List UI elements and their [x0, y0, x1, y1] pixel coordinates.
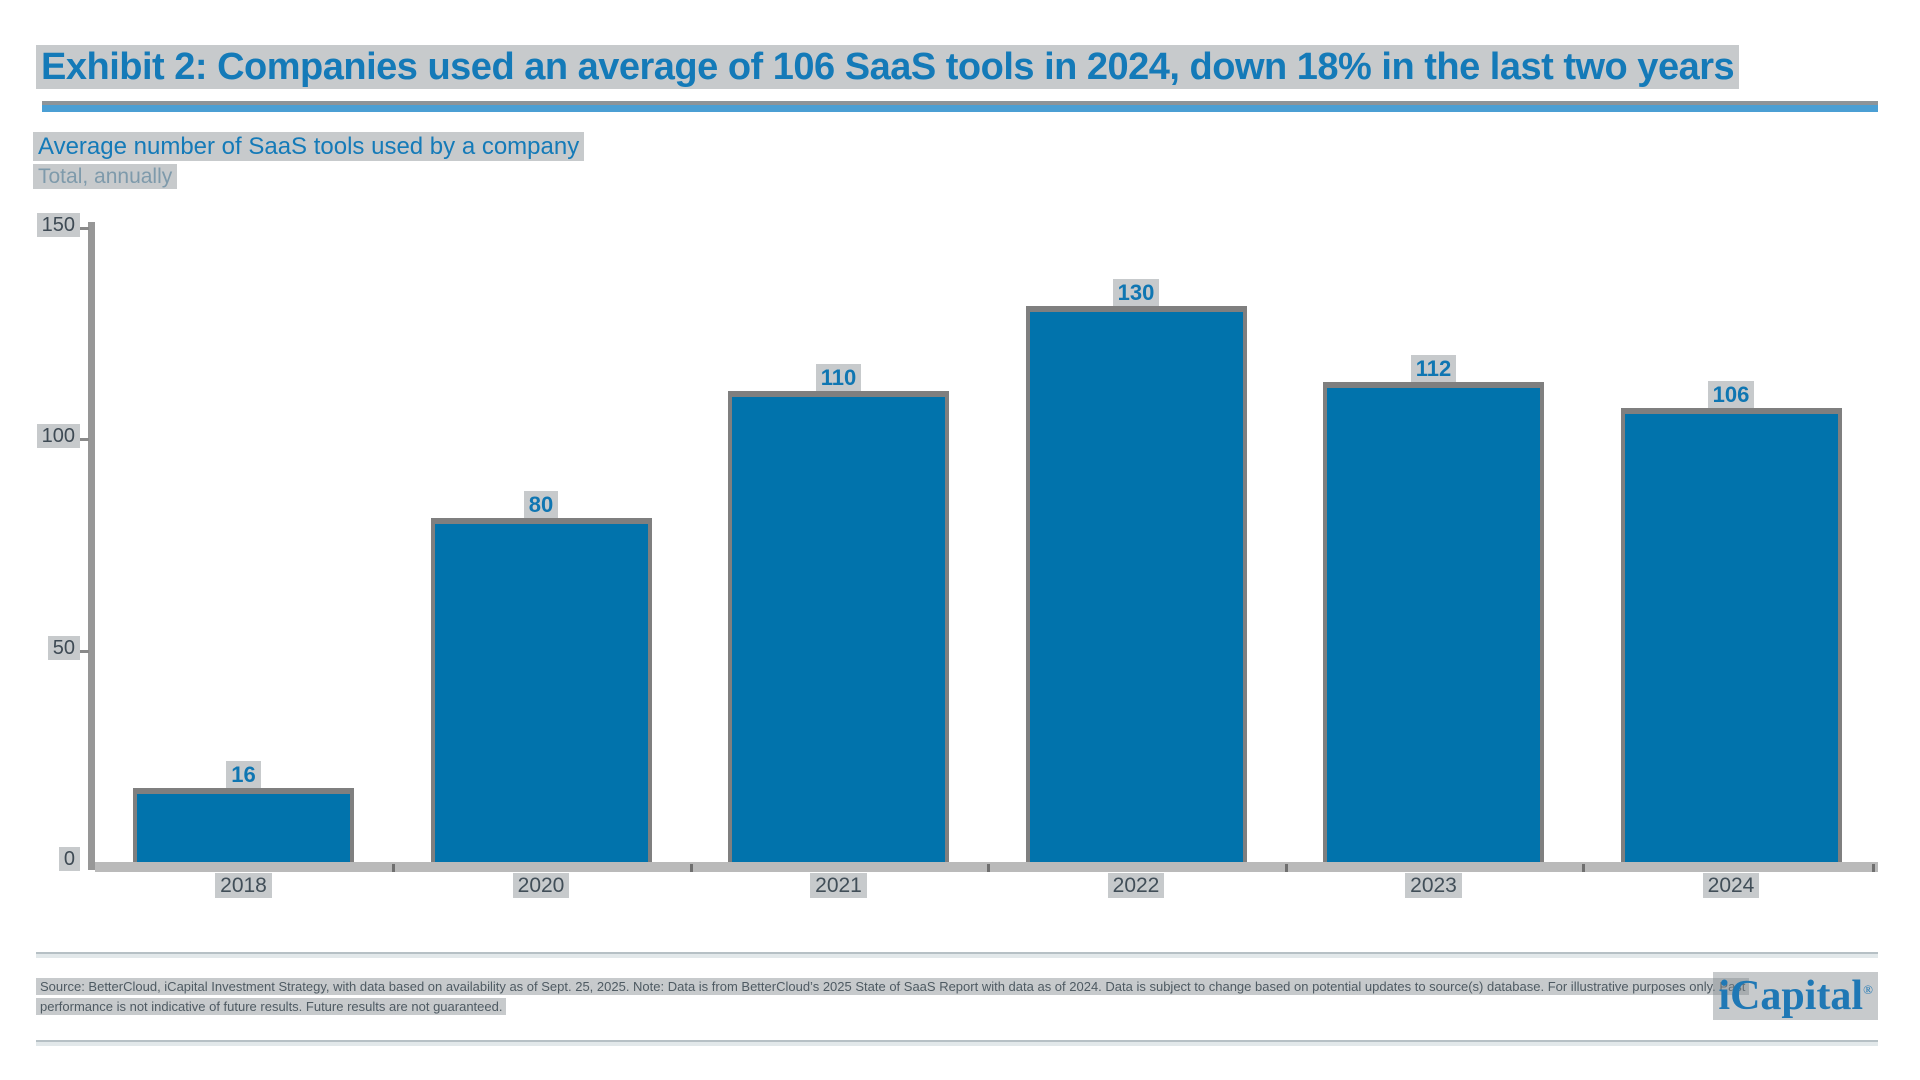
y-tick-mark: [80, 226, 89, 230]
bottom-divider: [36, 1040, 1878, 1046]
x-tick-mark: [1872, 864, 1875, 872]
x-tick-mark: [392, 864, 396, 872]
chart-subtitle: Average number of SaaS tools used by a c…: [33, 132, 585, 161]
footnote-line-2: performance is not indicative of future …: [36, 998, 1749, 1015]
page-title: Exhibit 2: Companies used an average of …: [36, 45, 1740, 89]
bar-fill: [434, 523, 648, 862]
x-tick-mark: [987, 864, 991, 872]
bar: [1025, 306, 1247, 862]
x-tick-label: 2024: [1651, 873, 1811, 898]
y-tick-label: 150: [6, 212, 80, 237]
footnote: Source: BetterCloud, iCapital Investment…: [36, 978, 1750, 1018]
page-title-text: Exhibit 2: Companies used an average of …: [36, 45, 1740, 89]
y-tick-mark: [80, 649, 89, 653]
x-tick-mark: [1582, 864, 1586, 872]
bar-value-label: 110: [759, 363, 919, 391]
x-tick-mark: [689, 864, 693, 872]
bar: [133, 788, 354, 862]
icapital-logo: iCapital®: [1713, 972, 1878, 1020]
footnote-divider: [36, 952, 1878, 958]
bar-fill: [1624, 413, 1838, 862]
y-tick-label: 100: [6, 424, 80, 448]
bar-fill: [1327, 388, 1540, 862]
logo-registered-icon: ®: [1863, 982, 1873, 997]
bar-value-label: 80: [461, 490, 621, 518]
y-tick-label: 0: [6, 847, 80, 871]
bar: [1620, 407, 1842, 862]
unit-label: Total, annually: [33, 164, 178, 189]
x-axis: [95, 862, 1878, 872]
bar-fill: [137, 794, 350, 862]
bar-value-label: 16: [164, 761, 324, 789]
logo-wordmark: iCapital: [1718, 973, 1864, 1019]
bar-fill: [1029, 312, 1243, 862]
x-tick-label: 2020: [461, 873, 621, 898]
x-tick-label: 2023: [1354, 873, 1514, 898]
x-tick-label: 2018: [164, 873, 324, 898]
x-tick-label: 2022: [1056, 873, 1216, 898]
bar-value-label: 112: [1354, 355, 1514, 383]
bar-fill: [732, 396, 945, 862]
bar: [430, 517, 652, 862]
y-axis: [88, 222, 95, 870]
title-underline-shadow: [42, 101, 1878, 105]
footnote-line-1: Source: BetterCloud, iCapital Investment…: [36, 978, 1750, 995]
bar-value-label: 106: [1651, 380, 1811, 408]
bar-value-label: 130: [1056, 279, 1216, 307]
y-tick-mark: [80, 438, 89, 441]
bar: [728, 390, 949, 862]
bar: [1323, 382, 1544, 862]
title-underline: [42, 105, 1878, 112]
x-tick-label: 2021: [759, 873, 919, 898]
y-tick-label: 50: [6, 635, 80, 660]
x-tick-mark: [1284, 864, 1288, 872]
